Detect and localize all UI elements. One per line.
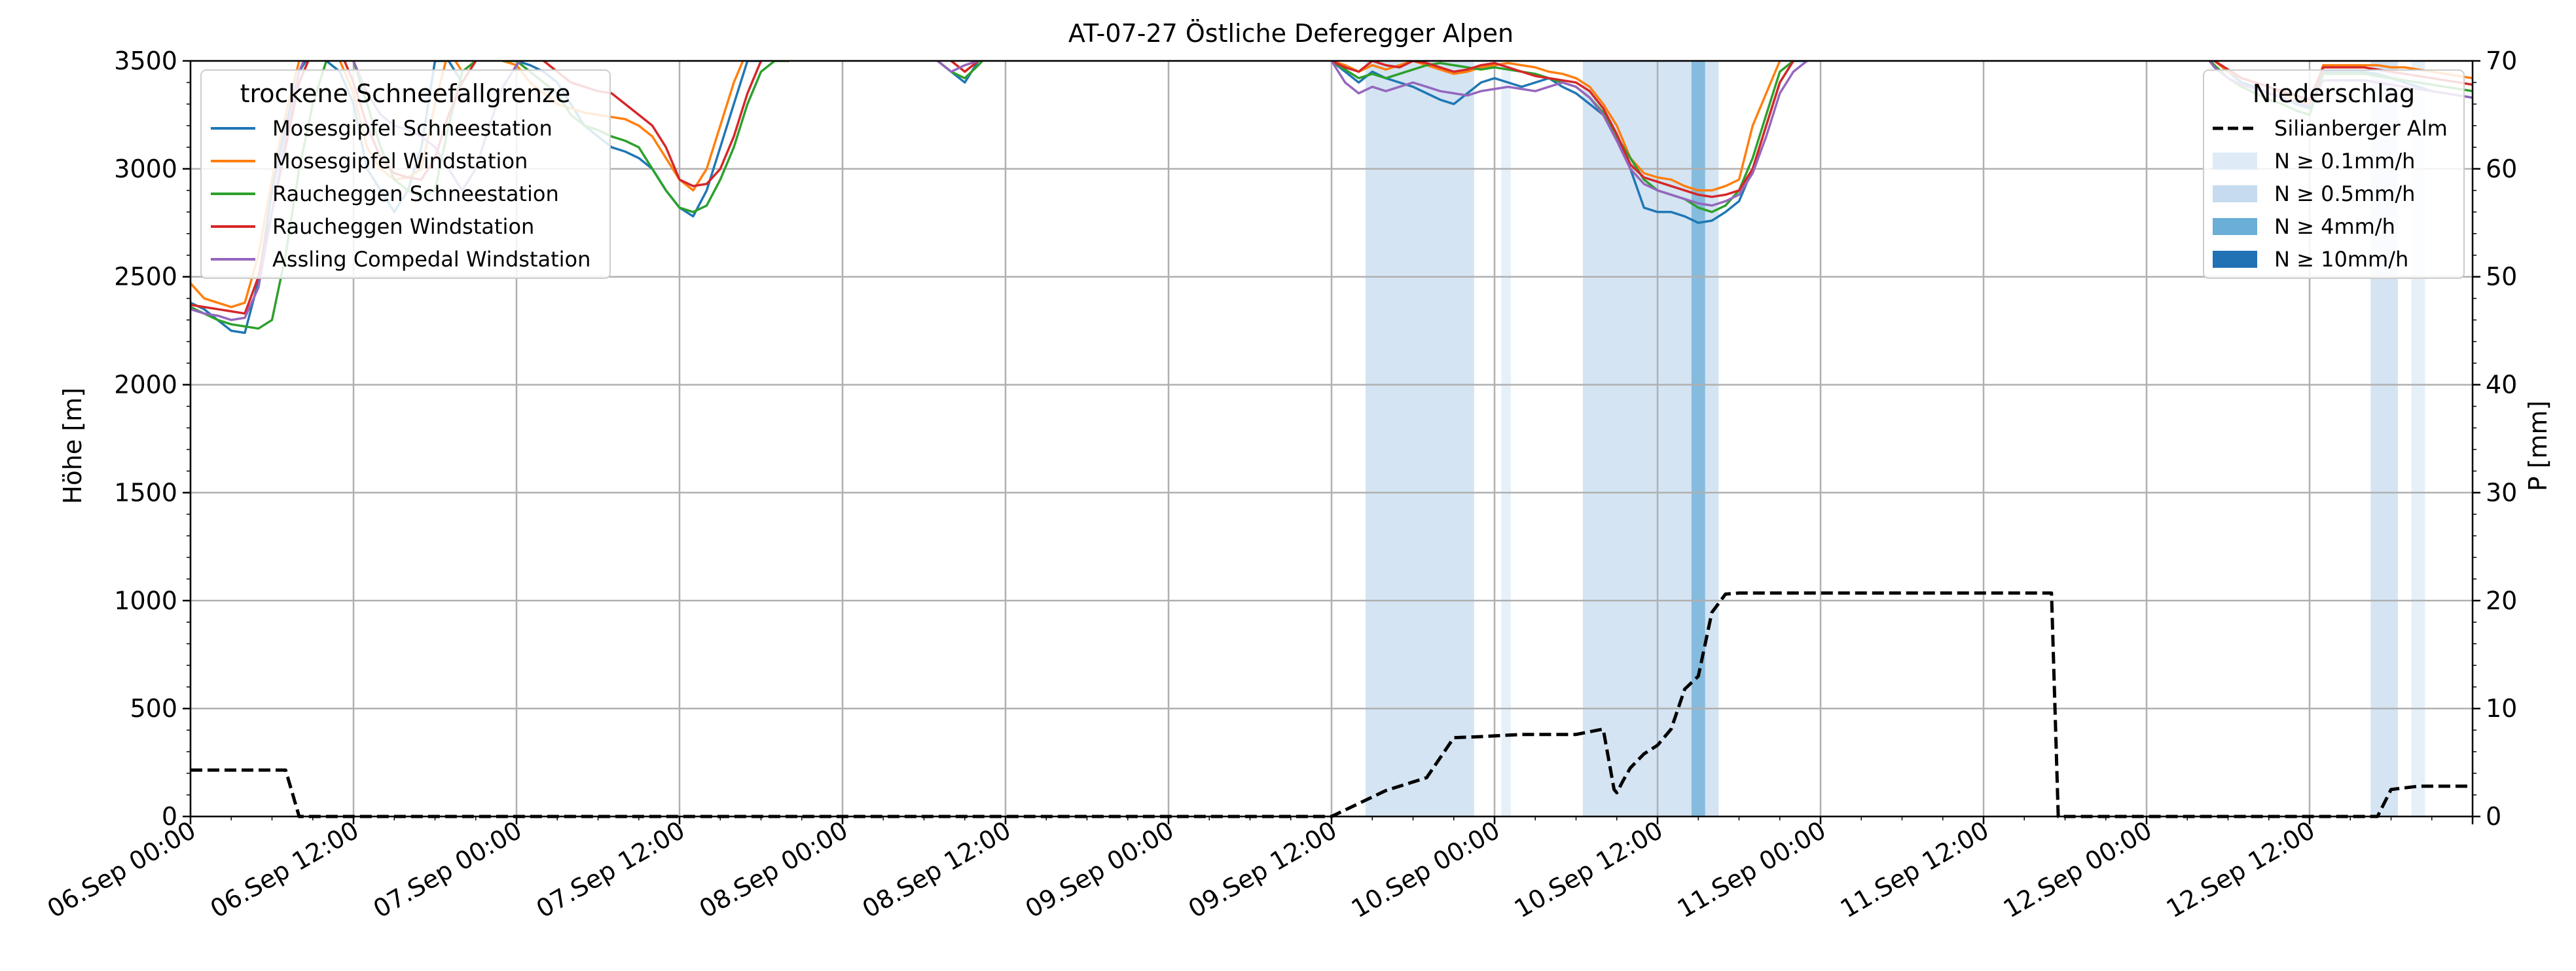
precip-bands	[1365, 61, 2425, 816]
x-tick-label: 08.Sep 00:00	[695, 816, 853, 924]
precip-band	[1691, 61, 1705, 816]
legend-label: Raucheggen Windstation	[272, 214, 534, 239]
legend-label: Silianberger Alm	[2274, 116, 2448, 141]
y-tick-label-right: 50	[2486, 263, 2517, 291]
legend-box	[200, 69, 611, 279]
y-tick-label-left: 2000	[114, 371, 177, 399]
legend-label: N ≥ 10mm/h	[2274, 247, 2408, 272]
y-tick-label-left: 0	[162, 802, 177, 831]
y-tick-label-right: 70	[2486, 46, 2517, 75]
x-tick-label: 11.Sep 00:00	[1673, 816, 1831, 924]
precip-line	[190, 591, 2473, 818]
y-tick-label-left: 1500	[114, 478, 177, 507]
legend-label: N ≥ 0.5mm/h	[2274, 181, 2415, 206]
legend-swatch	[2213, 251, 2257, 268]
legend-title: trockene Schneefallgrenze	[240, 79, 571, 108]
legend-label: Assling Compedal Windstation	[272, 247, 590, 272]
y-tick-label-right: 0	[2486, 802, 2501, 831]
x-tick-label: 06.Sep 12:00	[206, 816, 364, 924]
legend-label: Raucheggen Schneestation	[272, 181, 559, 206]
y-tick-label-left: 3000	[114, 155, 177, 183]
x-tick-label: 11.Sep 12:00	[1836, 816, 1994, 924]
chart-title: AT-07-27 Östliche Deferegger Alpen	[1068, 19, 1514, 48]
legend-title: Niederschlag	[2253, 79, 2415, 108]
legend-label: Mosesgipfel Windstation	[272, 149, 528, 174]
legend-swatch	[2213, 185, 2257, 202]
legend-label: Mosesgipfel Schneestation	[272, 116, 553, 141]
y-tick-label-right: 20	[2486, 586, 2517, 615]
x-tick-label: 08.Sep 12:00	[858, 816, 1016, 924]
x-tick-label: 07.Sep 12:00	[532, 816, 690, 924]
y-tick-label-right: 60	[2486, 155, 2517, 183]
x-tick-label: 10.Sep 00:00	[1347, 816, 1505, 924]
legend-swatch	[2213, 153, 2257, 170]
legend-label: N ≥ 0.1mm/h	[2274, 149, 2415, 174]
precip-band	[1365, 61, 1474, 816]
precip-line-silianberger	[190, 591, 2473, 818]
legend-box	[2203, 69, 2465, 279]
plot-frame	[189, 60, 2474, 818]
legend-snowline: trockene Schneefallgrenze Mosesgipfel Sch…	[200, 69, 611, 279]
x-tick-label: 10.Sep 12:00	[1510, 816, 1668, 924]
x-tick-label: 09.Sep 12:00	[1184, 816, 1342, 924]
y-tick-label-right: 30	[2486, 478, 2517, 507]
y-tick-label-left: 500	[130, 694, 177, 723]
x-tick-label: 09.Sep 00:00	[1021, 816, 1179, 924]
x-tick-label: 07.Sep 00:00	[369, 816, 527, 924]
x-tick-label: 06.Sep 00:00	[43, 816, 201, 924]
x-tick-label: 12.Sep 00:00	[1999, 816, 2157, 924]
y-tick-label-right: 10	[2486, 694, 2517, 723]
y-tick-label-left: 2500	[114, 263, 177, 291]
legend-swatch	[2213, 218, 2257, 235]
legend-label: N ≥ 4mm/h	[2274, 214, 2395, 239]
y-tick-label-left: 3500	[114, 46, 177, 75]
x-tick-label: 12.Sep 12:00	[2162, 816, 2320, 924]
y-axis-right-label: P [mm]	[2524, 401, 2552, 492]
y-axis-left: 0 500 1000 1500 2000 2500 3000 3500	[114, 46, 190, 831]
y-axis-left-label: Höhe [m]	[58, 388, 87, 504]
y-axis-right: 0 10 20 30 40 50 60 70	[2473, 46, 2517, 831]
y-tick-label-left: 1000	[114, 586, 177, 615]
x-axis: 06.Sep 00:00 06.Sep 12:00 07.Sep 00:00 07.S…	[43, 816, 2474, 924]
legend-precip: Niederschlag Silianberger Alm N ≥ 0.1mm/h N…	[2203, 69, 2465, 279]
y-tick-label-right: 40	[2486, 371, 2517, 399]
precip-band	[1501, 61, 1511, 816]
